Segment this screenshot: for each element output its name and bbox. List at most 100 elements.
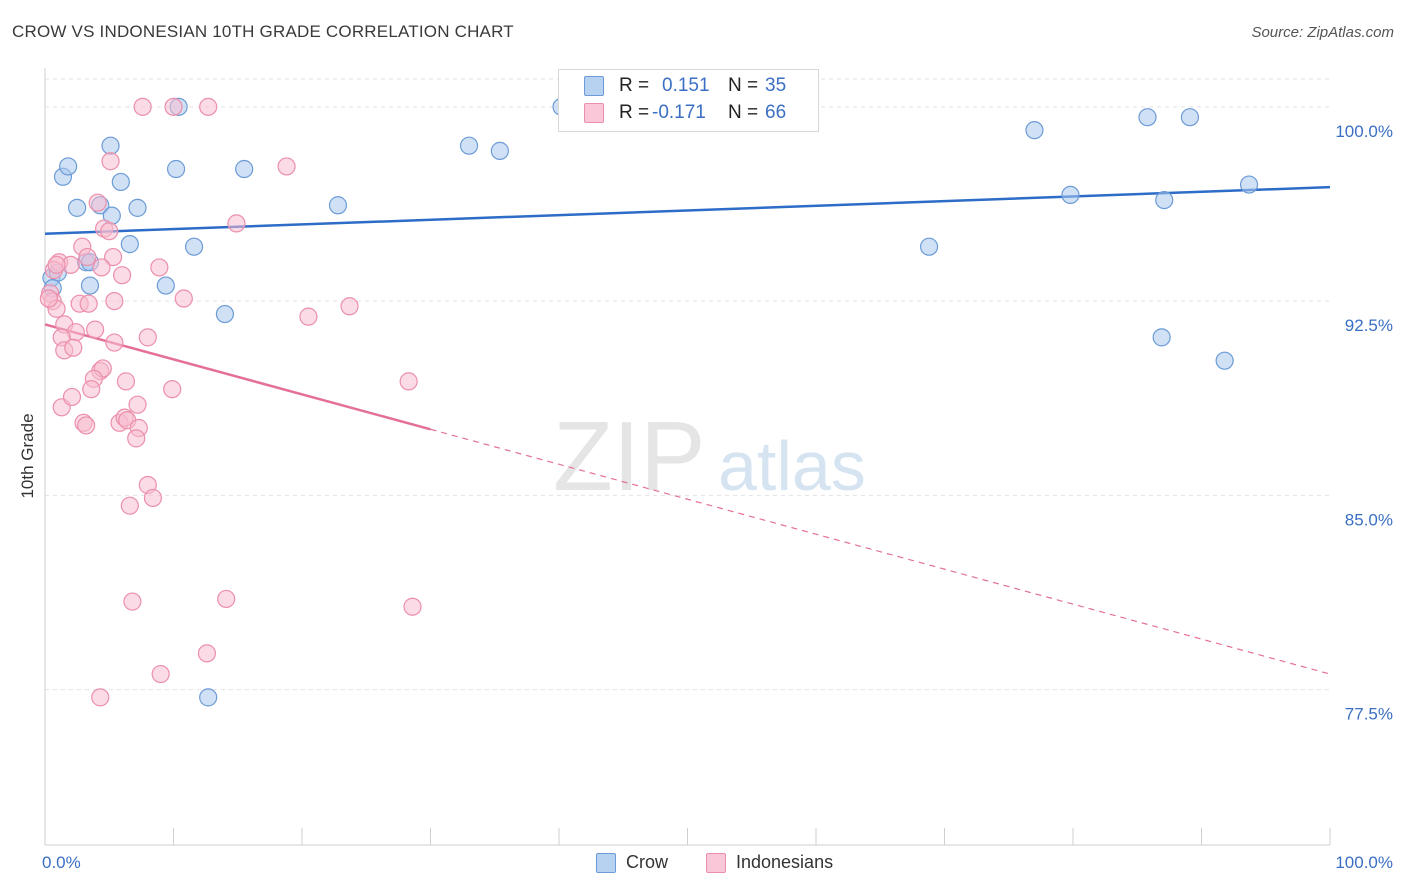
y-tick-label: 85.0% [1345,510,1393,529]
indonesians-point [128,395,147,414]
crow-point [1155,190,1174,210]
indonesians-point [403,597,422,616]
crow-point [156,276,175,295]
indonesians-point [78,247,97,267]
bottom-legend-indonesians: Indonesians [706,852,833,873]
crow-point [235,159,254,179]
indonesians-point [77,416,96,435]
indonesians-n-value: 66 [765,102,787,123]
indonesians-point [62,387,82,407]
indonesians-point [399,372,418,391]
y-tick-label: 100.0% [1335,122,1393,141]
crow-point [1061,185,1080,205]
indonesians-point [277,157,296,176]
indonesians-point [100,222,119,241]
y-tick-label: 77.5% [1345,705,1393,724]
bottom-legend-crow: Crow [596,852,668,873]
crow-point [1239,175,1259,194]
indonesians-point [88,193,107,212]
chart-title: CROW VS INDONESIAN 10TH GRADE CORRELATIO… [12,22,514,41]
crow-point [1152,328,1171,347]
crow-n-value: 35 [765,75,787,96]
indonesians-point [86,320,105,339]
indonesians-point [47,255,66,274]
crow-n-label: N = [728,75,759,96]
y-axis-label: 10th Grade [18,413,37,498]
indonesians-point [197,644,217,663]
crow-point [199,688,218,707]
crow-point [128,198,147,217]
x-tick-label-min: 0.0% [42,853,81,872]
indonesians-r-label: R = [619,102,650,123]
bottom-crow-swatch [596,852,616,873]
indonesians-point [79,294,98,313]
axis-layer [44,68,1331,846]
indonesians-point [227,214,246,233]
indonesians-point [163,380,182,399]
indonesians-point [150,258,169,277]
correlation-legend: R = 0.151 N = 35 R = -0.171 N = 66 [558,69,819,132]
indonesians-point [105,292,124,311]
indonesians-point [164,97,183,116]
crow-point [1025,121,1044,140]
watermark: ZIP atlas [553,401,866,511]
crow-point [59,157,78,176]
indonesians-point [340,297,359,316]
indonesians-point [151,664,170,684]
crow-point [101,136,120,155]
watermark-atlas: atlas [718,427,866,505]
points-layer [39,97,1259,707]
crow-point [215,304,234,324]
crow-point [166,159,186,179]
indonesians-point [64,338,83,357]
indonesians-point [91,688,110,707]
label-layer: 77.5% 85.0% 92.5% 100.0% 0.0% 100.0% 10th Grad… [18,122,1393,872]
crow-r-value: 0.151 [662,75,710,96]
crow-point [328,196,348,215]
watermark-zip: ZIP [553,401,705,511]
crow-point [68,198,87,217]
indonesians-point [127,429,146,448]
indonesians-point [174,289,193,308]
indonesians-point [82,380,101,399]
crow-point [80,276,100,295]
x-tick-label-max: 100.0% [1335,853,1393,872]
indonesians-point [92,258,111,277]
crow-r-label: R = [619,75,650,96]
indonesians-point [138,328,157,347]
crow-point [1138,108,1157,127]
indonesians-point [217,589,236,609]
indonesians-r-value: -0.171 [652,102,706,123]
bottom-crow-label: Crow [626,852,669,872]
indonesians-point [39,289,58,308]
crow-point [120,235,139,254]
indonesians-point [123,592,142,611]
indonesians-swatch [584,103,604,123]
indonesians-point [199,97,218,116]
indonesians-point [133,97,152,116]
crow-point [1215,351,1234,370]
indonesians-point [143,488,163,508]
indonesians-point [120,496,139,515]
bottom-indonesians-swatch [706,852,726,873]
indonesians-point [299,307,318,326]
crow-swatch [584,76,604,96]
indonesians-trend-line-extrapolated [430,428,1331,675]
indonesians-n-label: N = [728,102,759,123]
source-label: Source: ZipAtlas.com [1251,24,1394,41]
crow-point [1180,108,1200,127]
crow-point [111,172,130,192]
crow-point [919,237,939,256]
indonesians-point [116,372,136,391]
crow-point [459,136,479,155]
bottom-indonesians-label: Indonesians [736,852,834,872]
crow-trend-line [44,185,1331,236]
indonesians-point [104,247,123,267]
crow-point [490,141,509,160]
indonesians-point [101,152,120,171]
indonesians-point [112,266,132,285]
crow-point [184,237,204,256]
y-tick-label: 92.5% [1345,316,1393,335]
indonesians-point [105,333,124,352]
